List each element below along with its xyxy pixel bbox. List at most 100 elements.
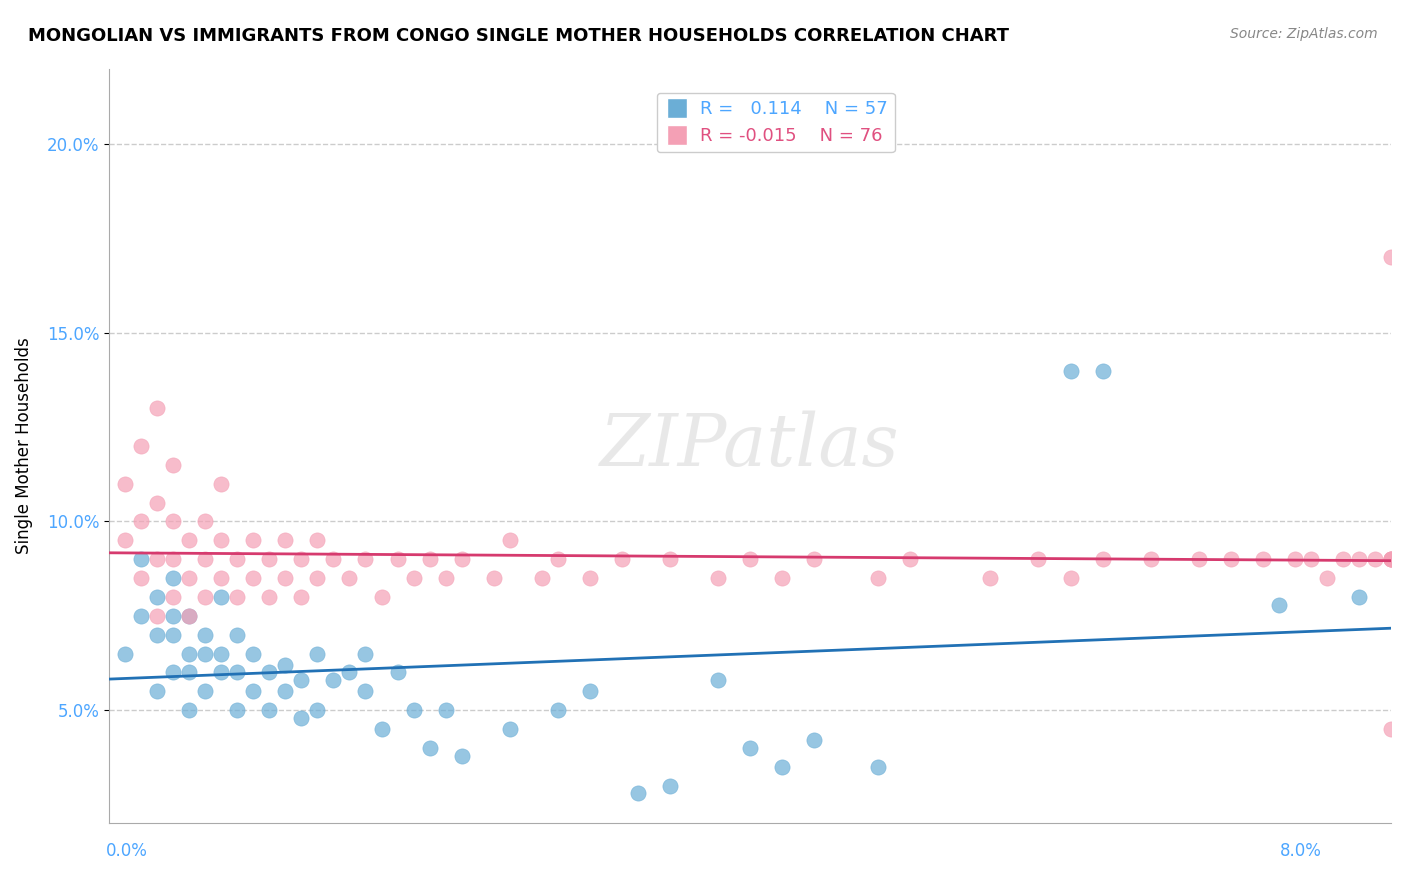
Point	[450, 748, 472, 763]
Text: ZIPatlas: ZIPatlas	[600, 410, 900, 482]
Point	[803, 552, 825, 566]
Point	[146, 590, 169, 604]
Point	[610, 552, 633, 566]
Point	[738, 552, 761, 566]
Point	[209, 647, 232, 661]
Point	[370, 722, 392, 736]
Point	[434, 571, 457, 585]
Point	[129, 552, 152, 566]
Point	[387, 665, 409, 680]
Point	[209, 476, 232, 491]
Point	[146, 628, 169, 642]
Point	[194, 628, 217, 642]
Point	[226, 590, 249, 604]
Point	[162, 458, 184, 472]
Point	[114, 533, 136, 548]
Point	[209, 665, 232, 680]
Point	[707, 673, 730, 687]
Point	[322, 673, 344, 687]
Point	[129, 571, 152, 585]
Point	[658, 552, 681, 566]
Point	[162, 608, 184, 623]
Point	[1284, 552, 1306, 566]
Text: Source: ZipAtlas.com: Source: ZipAtlas.com	[1230, 27, 1378, 41]
Point	[307, 703, 329, 717]
Point	[354, 647, 377, 661]
Point	[209, 571, 232, 585]
Point	[482, 571, 505, 585]
Point	[162, 628, 184, 642]
Point	[738, 741, 761, 756]
Point	[162, 552, 184, 566]
Point	[898, 552, 921, 566]
Point	[579, 684, 602, 698]
Point	[274, 684, 297, 698]
Point	[259, 590, 281, 604]
Point	[1219, 552, 1241, 566]
Point	[868, 760, 890, 774]
Y-axis label: Single Mother Households: Single Mother Households	[15, 338, 32, 554]
Point	[450, 552, 472, 566]
Point	[1251, 552, 1274, 566]
Point	[209, 533, 232, 548]
Point	[242, 533, 264, 548]
Point	[1059, 363, 1081, 377]
Point	[290, 552, 312, 566]
Point	[402, 703, 425, 717]
Point	[179, 647, 201, 661]
Point	[770, 571, 793, 585]
Point	[162, 571, 184, 585]
Point	[290, 673, 312, 687]
Point	[499, 533, 522, 548]
Point	[259, 665, 281, 680]
Point	[307, 571, 329, 585]
Point	[1379, 250, 1402, 264]
Point	[179, 608, 201, 623]
Point	[162, 590, 184, 604]
Point	[146, 608, 169, 623]
Point	[339, 665, 361, 680]
Legend: R =   0.114    N = 57, R = -0.015    N = 76: R = 0.114 N = 57, R = -0.015 N = 76	[657, 93, 894, 153]
Point	[209, 590, 232, 604]
Point	[1091, 552, 1114, 566]
Point	[307, 647, 329, 661]
Point	[339, 571, 361, 585]
Point	[274, 571, 297, 585]
Point	[146, 684, 169, 698]
Point	[868, 571, 890, 585]
Point	[1028, 552, 1050, 566]
Point	[194, 590, 217, 604]
Point	[194, 647, 217, 661]
Point	[290, 590, 312, 604]
Point	[129, 439, 152, 453]
Point	[307, 533, 329, 548]
Point	[129, 515, 152, 529]
Point	[162, 665, 184, 680]
Point	[194, 515, 217, 529]
Point	[547, 703, 569, 717]
Point	[1348, 590, 1371, 604]
Point	[259, 552, 281, 566]
Point	[1331, 552, 1354, 566]
Point	[1268, 598, 1291, 612]
Point	[1348, 552, 1371, 566]
Point	[547, 552, 569, 566]
Point	[1316, 571, 1339, 585]
Point	[770, 760, 793, 774]
Point	[1139, 552, 1161, 566]
Point	[387, 552, 409, 566]
Point	[1379, 552, 1402, 566]
Point	[370, 590, 392, 604]
Point	[242, 684, 264, 698]
Point	[242, 571, 264, 585]
Point	[226, 665, 249, 680]
Point	[226, 628, 249, 642]
Point	[179, 608, 201, 623]
Point	[242, 647, 264, 661]
Point	[274, 657, 297, 672]
Point	[499, 722, 522, 736]
Point	[1379, 552, 1402, 566]
Point	[402, 571, 425, 585]
Point	[354, 684, 377, 698]
Point	[226, 703, 249, 717]
